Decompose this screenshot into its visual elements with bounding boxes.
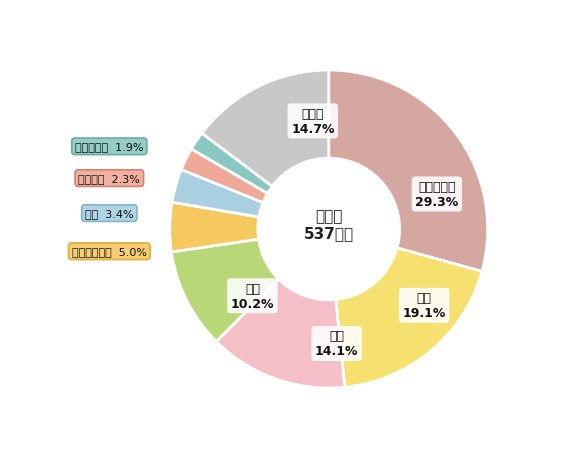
Text: マレーシア  1.9%: マレーシア 1.9%	[75, 142, 144, 152]
Wedge shape	[170, 203, 329, 252]
Wedge shape	[329, 230, 482, 387]
Wedge shape	[329, 71, 488, 272]
Text: その他
14.7%: その他 14.7%	[291, 108, 335, 135]
Wedge shape	[172, 230, 329, 341]
Wedge shape	[172, 170, 329, 230]
Text: シンガポール  5.0%: シンガポール 5.0%	[72, 247, 147, 257]
Wedge shape	[192, 134, 329, 230]
Text: 米国
19.1%: 米国 19.1%	[402, 291, 446, 319]
Wedge shape	[216, 230, 345, 388]
Text: オランダ  2.3%: オランダ 2.3%	[78, 174, 140, 184]
Text: 台湾
10.2%: 台湾 10.2%	[231, 282, 274, 310]
Circle shape	[257, 158, 400, 301]
Wedge shape	[202, 71, 329, 230]
Text: カンボジア
29.3%: カンボジア 29.3%	[415, 181, 458, 208]
Text: タイ  3.4%: タイ 3.4%	[85, 209, 133, 218]
Text: 香港
14.1%: 香港 14.1%	[315, 330, 359, 358]
Wedge shape	[181, 150, 329, 230]
Text: 輸出額
537億円: 輸出額 537億円	[304, 208, 354, 241]
